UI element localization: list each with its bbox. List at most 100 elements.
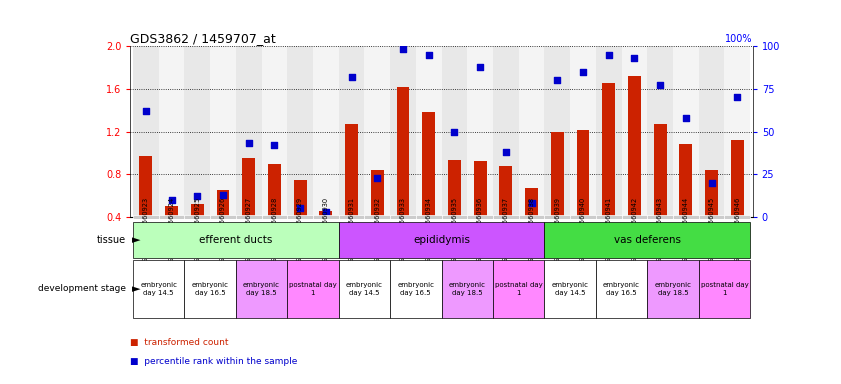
Text: embryonic
day 14.5: embryonic day 14.5 (140, 282, 177, 296)
Text: GSM560944: GSM560944 (683, 197, 689, 237)
Point (731, 94, 744, 101)
Text: GSM560932: GSM560932 (374, 197, 380, 237)
Bar (442, 215, 468, 219)
Bar (288, 260, 339, 318)
Text: ■  transformed count: ■ transformed count (130, 338, 229, 347)
Point (242, 141, 256, 147)
Text: embryonic
day 14.5: embryonic day 14.5 (346, 282, 383, 296)
Point (191, 194, 204, 200)
Bar (519, 215, 544, 219)
Bar (493, 46, 519, 217)
Text: tissue: tissue (97, 235, 126, 245)
Bar (621, 46, 648, 217)
Bar (339, 46, 364, 217)
Text: GSM560933: GSM560933 (400, 197, 406, 237)
Bar (699, 260, 750, 318)
Bar (544, 215, 570, 219)
Bar (242, 158, 255, 217)
Text: GSM560943: GSM560943 (657, 197, 663, 237)
Point (705, 180, 718, 186)
Bar (133, 215, 159, 219)
Text: embryonic
day 14.5: embryonic day 14.5 (552, 282, 589, 296)
Bar (415, 46, 442, 217)
Point (216, 192, 230, 198)
Bar (288, 46, 313, 217)
Bar (595, 46, 621, 217)
Bar (294, 180, 306, 217)
Text: embryonic
day 16.5: embryonic day 16.5 (603, 282, 640, 296)
Point (422, 51, 436, 58)
Bar (544, 222, 750, 258)
Point (525, 200, 538, 206)
Bar (216, 190, 230, 217)
Text: embryonic
day 18.5: embryonic day 18.5 (654, 282, 691, 296)
Bar (731, 140, 743, 217)
Point (679, 115, 692, 121)
Bar (648, 215, 673, 219)
Text: GSM560945: GSM560945 (709, 197, 715, 237)
Bar (699, 46, 724, 217)
Text: GSM560946: GSM560946 (734, 197, 740, 237)
Text: embryonic
day 16.5: embryonic day 16.5 (192, 282, 229, 296)
Bar (210, 46, 235, 217)
Bar (422, 112, 435, 217)
Text: GSM560925: GSM560925 (194, 197, 200, 237)
Bar (648, 260, 699, 318)
Point (499, 149, 512, 155)
Text: GSM560940: GSM560940 (580, 197, 586, 237)
Text: GSM560927: GSM560927 (246, 197, 251, 237)
Bar (165, 206, 178, 217)
Text: development stage: development stage (38, 285, 126, 293)
Point (319, 209, 332, 215)
Bar (621, 215, 648, 219)
Bar (140, 156, 152, 217)
Text: postnatal day
1: postnatal day 1 (701, 282, 748, 296)
Bar (570, 215, 595, 219)
Text: GSM560928: GSM560928 (272, 197, 278, 237)
Point (653, 82, 667, 88)
Point (371, 175, 384, 181)
Text: embryonic
day 18.5: embryonic day 18.5 (243, 282, 280, 296)
Text: GSM560941: GSM560941 (606, 197, 611, 237)
Point (345, 74, 358, 80)
Bar (468, 215, 493, 219)
Bar (371, 170, 383, 217)
Bar (673, 46, 699, 217)
Bar (390, 215, 415, 219)
Bar (133, 260, 184, 318)
Text: GDS3862 / 1459707_at: GDS3862 / 1459707_at (130, 32, 276, 45)
Bar (235, 260, 288, 318)
Bar (133, 222, 339, 258)
Bar (184, 215, 210, 219)
Text: GSM560929: GSM560929 (297, 197, 303, 237)
Text: GSM560934: GSM560934 (426, 197, 431, 237)
Text: GSM560936: GSM560936 (477, 197, 483, 237)
Bar (159, 215, 184, 219)
Bar (519, 46, 544, 217)
Bar (133, 46, 159, 217)
Text: GSM560942: GSM560942 (632, 197, 637, 237)
Point (294, 205, 307, 212)
Bar (235, 46, 262, 217)
Point (165, 197, 178, 203)
Text: GSM560939: GSM560939 (554, 197, 560, 237)
Bar (653, 124, 667, 217)
Bar (448, 161, 461, 217)
Bar (415, 215, 442, 219)
Bar (390, 260, 442, 318)
Bar (551, 131, 563, 217)
Point (139, 108, 152, 114)
Bar (673, 215, 699, 219)
Bar (525, 188, 538, 217)
Bar (473, 161, 487, 217)
Point (447, 128, 461, 135)
Point (627, 55, 641, 61)
Text: ►: ► (132, 235, 140, 245)
Bar (235, 215, 262, 219)
Point (267, 142, 281, 148)
Bar (364, 46, 390, 217)
Bar (544, 260, 595, 318)
Bar (442, 46, 468, 217)
Bar (268, 164, 281, 217)
Text: postnatal day
1: postnatal day 1 (289, 282, 336, 296)
